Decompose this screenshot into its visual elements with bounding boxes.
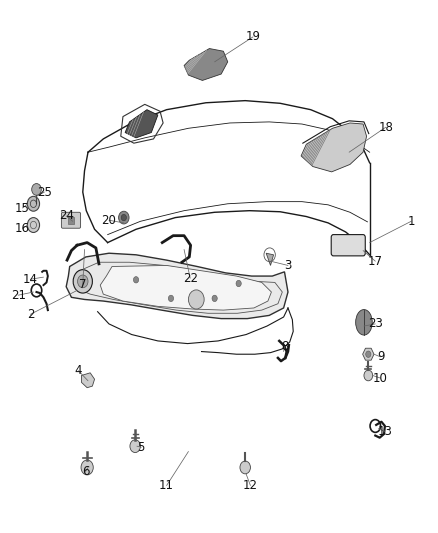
Text: 14: 14 <box>23 273 38 286</box>
Circle shape <box>240 461 251 474</box>
Ellipse shape <box>356 310 372 335</box>
Text: 4: 4 <box>74 364 82 377</box>
Text: 23: 23 <box>368 318 383 330</box>
Text: 6: 6 <box>82 465 90 478</box>
Text: 10: 10 <box>373 372 388 385</box>
Text: 9: 9 <box>377 350 384 364</box>
Circle shape <box>119 211 129 224</box>
Circle shape <box>188 290 204 309</box>
Text: 15: 15 <box>15 201 30 214</box>
Circle shape <box>27 196 39 211</box>
Text: 13: 13 <box>378 425 392 438</box>
Text: 17: 17 <box>368 255 383 268</box>
Text: 21: 21 <box>11 289 26 302</box>
Circle shape <box>212 295 217 302</box>
Text: 11: 11 <box>159 479 174 492</box>
Polygon shape <box>66 253 288 319</box>
Circle shape <box>236 280 241 287</box>
FancyBboxPatch shape <box>61 212 81 228</box>
Text: 25: 25 <box>37 185 52 199</box>
Text: 3: 3 <box>284 259 292 272</box>
Circle shape <box>81 460 93 475</box>
Circle shape <box>134 277 139 283</box>
Text: 19: 19 <box>246 30 261 43</box>
Circle shape <box>78 275 88 288</box>
Polygon shape <box>81 373 95 387</box>
Text: 16: 16 <box>15 222 30 235</box>
Text: 8: 8 <box>281 340 288 353</box>
Text: 22: 22 <box>183 272 198 285</box>
Text: 24: 24 <box>59 209 74 222</box>
Polygon shape <box>266 253 274 265</box>
Circle shape <box>32 183 41 195</box>
Text: 5: 5 <box>138 441 145 454</box>
Polygon shape <box>184 49 228 80</box>
Text: 12: 12 <box>243 479 258 492</box>
Circle shape <box>73 270 92 293</box>
Text: 7: 7 <box>79 278 87 291</box>
Circle shape <box>168 295 173 302</box>
Text: 20: 20 <box>102 214 117 227</box>
FancyBboxPatch shape <box>331 235 365 256</box>
Text: 1: 1 <box>407 215 415 228</box>
Polygon shape <box>301 123 367 172</box>
Circle shape <box>130 440 141 453</box>
Polygon shape <box>100 265 272 310</box>
Text: 2: 2 <box>27 308 34 321</box>
Circle shape <box>121 214 127 221</box>
Polygon shape <box>125 110 158 138</box>
Polygon shape <box>363 348 374 360</box>
Circle shape <box>366 351 371 358</box>
Text: 18: 18 <box>378 120 393 134</box>
FancyBboxPatch shape <box>68 216 74 224</box>
Circle shape <box>27 217 39 232</box>
Circle shape <box>364 370 373 381</box>
